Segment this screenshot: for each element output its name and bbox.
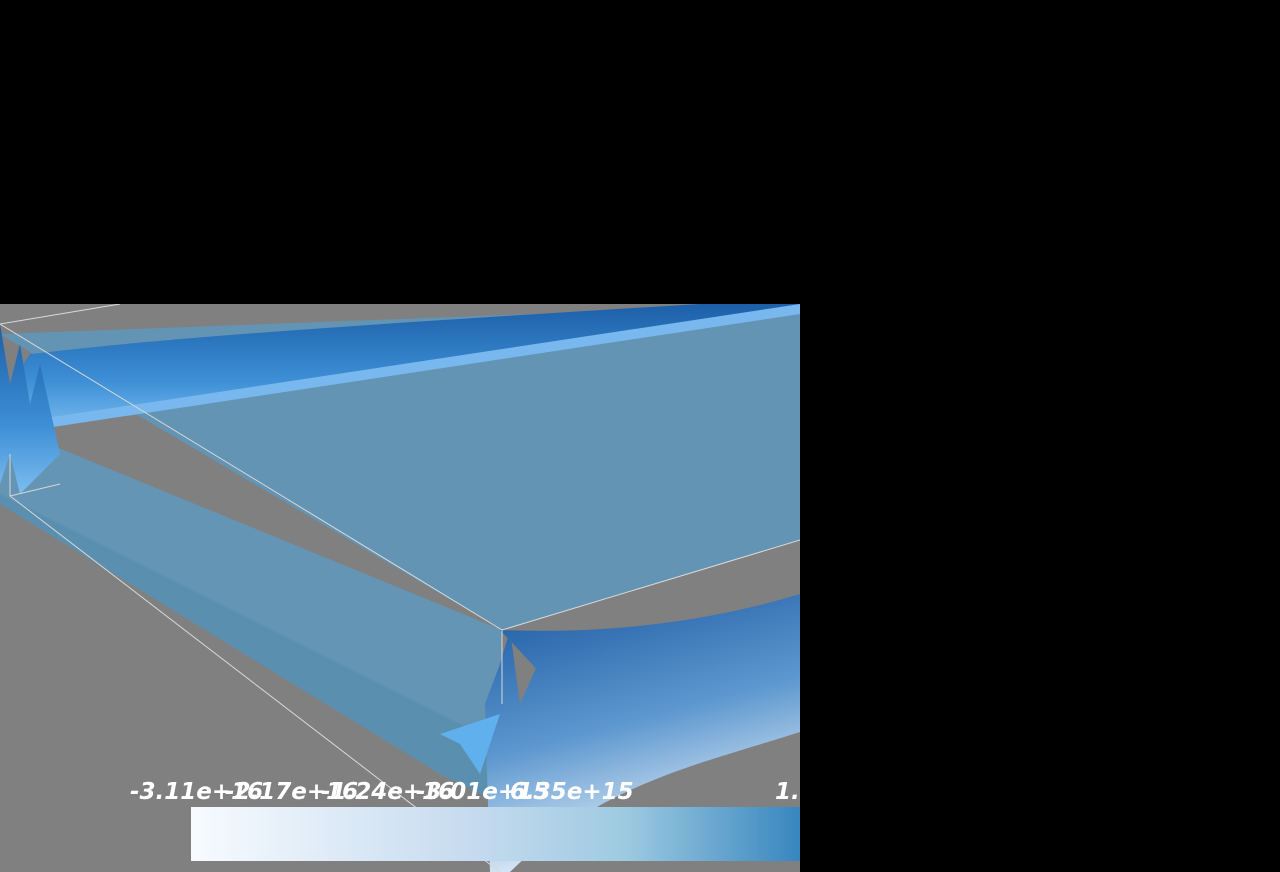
render-viewport: -3.11e+16 -2.17e+16 -1.24e+16 -3.01e+15 6.35… [0, 304, 800, 872]
colorbar [191, 807, 800, 861]
colorbar-label: -2.17e+16 [225, 779, 358, 805]
colorbar-label: -1.24e+16 [321, 779, 454, 805]
colorbar-label: 1.57e+16 [775, 779, 800, 805]
colorbar-label: 6.35e+15 [510, 779, 634, 805]
colorbar-labels: -3.11e+16-2.17e+16-1.24e+16-3.01e+156.35… [130, 779, 800, 805]
colorbar-label: -3.11e+16 [130, 779, 263, 805]
scene: -3.11e+16-2.17e+16-1.24e+16-3.01e+156.35… [0, 304, 800, 872]
surface [0, 304, 800, 872]
colorbar-label: -3.01e+15 [416, 779, 549, 805]
